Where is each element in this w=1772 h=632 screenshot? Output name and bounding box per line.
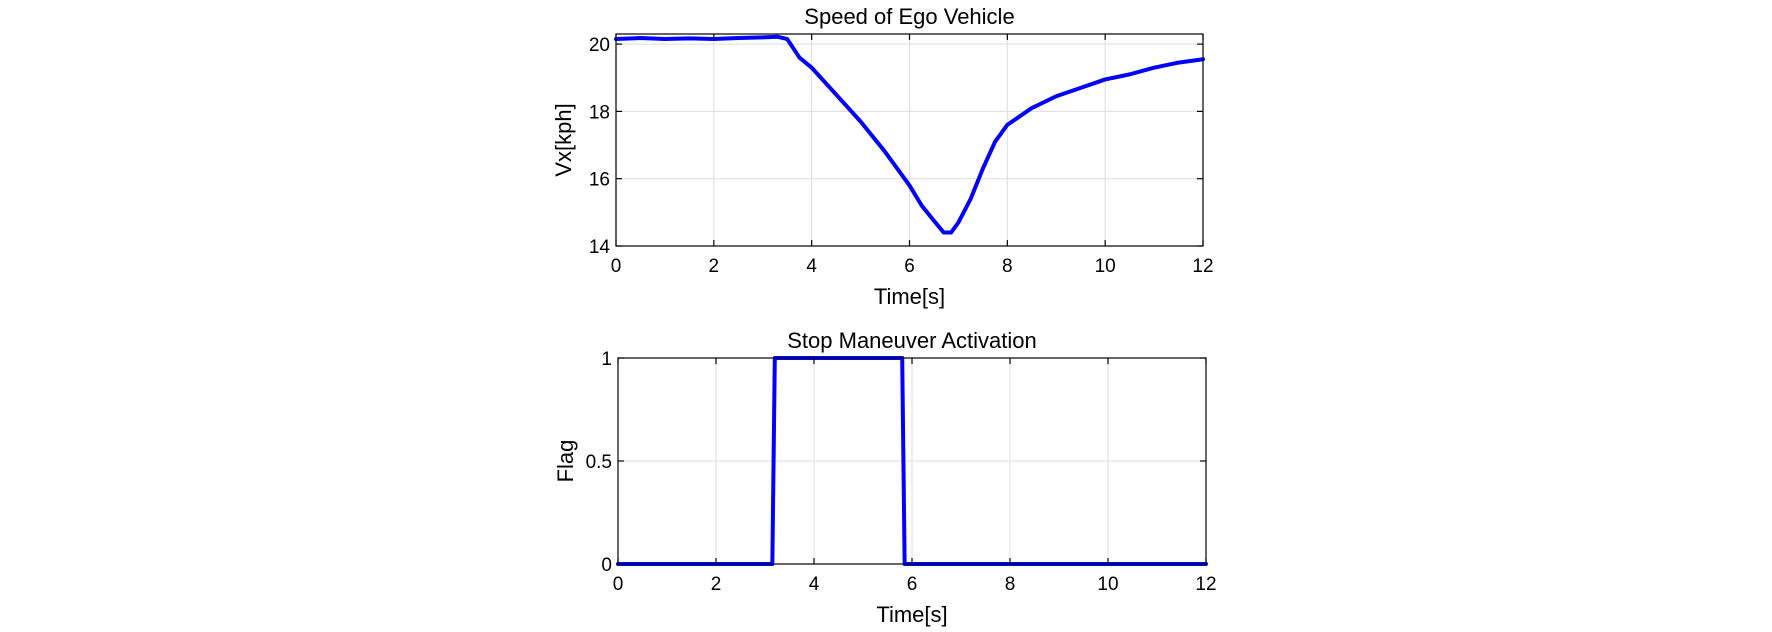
- chart-panel-1: 0 2 4 6 8 10 12 14 16 18 20 Speed of Ego Vehicle Tim…: [551, 4, 1214, 309]
- x-tick-label: 4: [806, 256, 817, 277]
- x-tick-label: 8: [1002, 256, 1013, 277]
- y-tick-label: 0: [601, 555, 612, 576]
- y-tick-label: 0.5: [586, 452, 612, 473]
- y-axis-label: Vx[kph]: [551, 103, 576, 176]
- x-tick-label: 10: [1097, 574, 1118, 595]
- y-axis-label: Flag: [553, 440, 578, 483]
- x-tick-label: 2: [709, 256, 720, 277]
- y-tick-label: 16: [589, 170, 610, 191]
- x-tick-label: 6: [904, 256, 915, 277]
- x-tick-label: 6: [907, 574, 918, 595]
- chart-title: Stop Maneuver Activation: [787, 328, 1036, 353]
- x-tick-label: 4: [809, 574, 820, 595]
- x-tick-label: 12: [1192, 256, 1213, 277]
- x-tick-label: 10: [1095, 256, 1116, 277]
- x-tick-label: 0: [613, 574, 624, 595]
- chart-title: Speed of Ego Vehicle: [804, 4, 1014, 29]
- y-tick-label: 1: [601, 349, 612, 370]
- series-line-1: [614, 34, 1205, 235]
- x-tick-label: 12: [1195, 574, 1216, 595]
- x-axis-label: Time[s]: [876, 602, 947, 627]
- y-tick-label: 18: [589, 102, 610, 123]
- y-tick-label: 20: [589, 35, 610, 56]
- chart-panel-2: 0 2 4 6 8 10 12 0 0.5 1 Stop Maneuver Activation Ti…: [553, 328, 1217, 627]
- x-tick-label: 8: [1005, 574, 1016, 595]
- x-axis-label: Time[s]: [874, 284, 945, 309]
- x-tick-label: 2: [711, 574, 722, 595]
- x-tick-label: 0: [611, 256, 622, 277]
- y-tick-label: 14: [589, 237, 611, 258]
